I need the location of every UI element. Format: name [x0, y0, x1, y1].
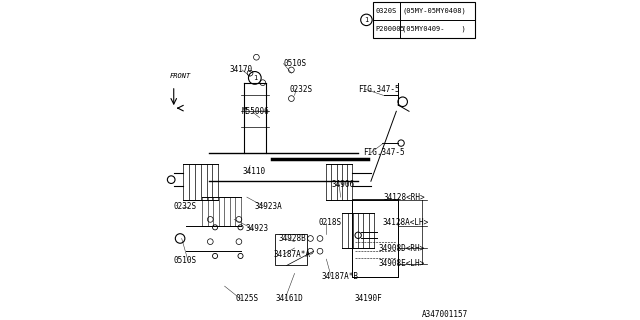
Text: P200005: P200005 [375, 26, 404, 32]
Text: M55006: M55006 [242, 107, 270, 116]
Text: 0510S: 0510S [284, 59, 307, 68]
Text: 1: 1 [364, 17, 369, 23]
Text: 34110: 34110 [242, 167, 265, 176]
Text: 0510S: 0510S [173, 256, 197, 265]
Text: 1: 1 [253, 75, 257, 81]
Text: 0125S: 0125S [236, 294, 259, 303]
Text: 34128A<LH>: 34128A<LH> [382, 218, 428, 227]
Text: 34187A*A: 34187A*A [274, 250, 311, 259]
Text: 34923: 34923 [245, 224, 268, 233]
Text: 34906: 34906 [331, 180, 355, 189]
Text: 0232S: 0232S [290, 84, 313, 93]
Text: 0320S: 0320S [375, 8, 396, 14]
Text: FIG.347-5: FIG.347-5 [363, 148, 404, 157]
Text: 34908E<LH>: 34908E<LH> [379, 260, 425, 268]
Bar [352, 199, 398, 276]
Text: 0218S: 0218S [319, 218, 342, 227]
Text: 34928B: 34928B [278, 234, 307, 243]
Text: A347001157: A347001157 [422, 310, 468, 319]
Text: 34923A: 34923A [255, 202, 283, 211]
Text: (05MY0409-    ): (05MY0409- ) [402, 26, 466, 32]
Text: 34128<RH>: 34128<RH> [383, 193, 425, 202]
Text: 34190F: 34190F [355, 294, 383, 303]
Bar [352, 200, 398, 276]
Bar [373, 2, 474, 38]
Text: 34161D: 34161D [275, 294, 303, 303]
Bar [275, 234, 307, 266]
Text: 34187A*B: 34187A*B [321, 272, 358, 281]
Text: 34170: 34170 [229, 66, 253, 75]
Text: 0232S: 0232S [173, 202, 197, 211]
Text: (05MY-05MY0408): (05MY-05MY0408) [402, 7, 466, 14]
Text: FRONT: FRONT [170, 74, 191, 79]
Text: 34908D<RH>: 34908D<RH> [379, 244, 425, 252]
Text: FIG.347-5: FIG.347-5 [358, 84, 400, 93]
